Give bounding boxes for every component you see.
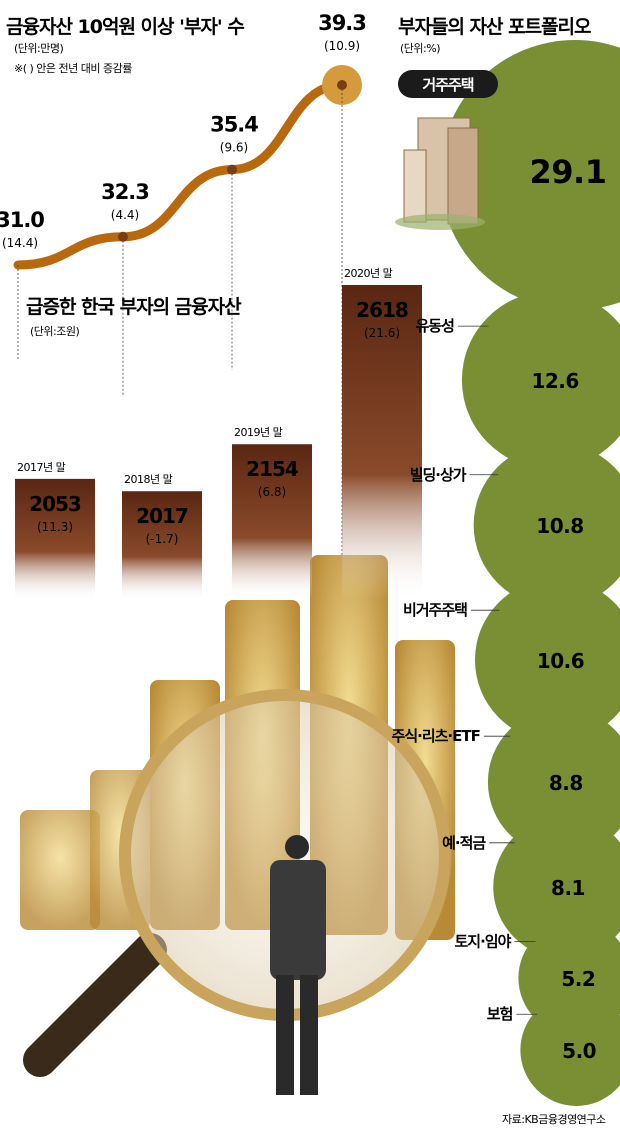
line-point <box>337 80 347 90</box>
portfolio-label: 보험 <box>487 1005 513 1023</box>
line-point <box>118 232 128 242</box>
bar-change-label: (6.8) <box>258 485 286 499</box>
bar-change-label: (-1.7) <box>146 532 179 546</box>
bar-change-label: (21.6) <box>364 326 400 340</box>
line-change-label: (14.4) <box>2 236 38 250</box>
bar-value-label: 2053 <box>29 492 81 516</box>
unit-label-portfolio: (단위:%) <box>400 42 440 55</box>
note-label: ※( ) 안은 전년 대비 증감률 <box>14 62 132 75</box>
line-change-label: (4.4) <box>111 208 139 222</box>
line-value-label: 32.3 <box>101 180 149 204</box>
portfolio-value-label: 29.1 <box>530 153 607 191</box>
portfolio-value-label: 10.6 <box>537 649 584 673</box>
bar-value-label: 2154 <box>246 457 298 481</box>
rich-count-line <box>18 85 342 265</box>
bar-year-label: 2019년 말 <box>234 426 283 439</box>
chart-title-financial-assets: 급증한 한국 부자의 금융자산 <box>26 296 242 318</box>
line-value-label: 35.4 <box>210 113 258 137</box>
portfolio-label: 비거주주택 <box>403 601 467 619</box>
portfolio-value-label: 8.8 <box>549 771 583 795</box>
portfolio-label: 예·적금 <box>442 834 486 852</box>
bar-value-label: 2017 <box>136 504 188 528</box>
unit-label-rich-count: (단위:만명) <box>14 42 63 55</box>
bar-year-label: 2017년 말 <box>17 461 66 474</box>
portfolio-label: 빌딩·상가 <box>410 466 467 484</box>
bar-change-label: (11.3) <box>37 520 73 534</box>
portfolio-value-label: 10.8 <box>536 514 583 538</box>
portfolio-value-label: 8.1 <box>551 876 585 900</box>
portfolio-label: 유동성 <box>415 317 454 335</box>
line-value-label: 31.0 <box>0 208 44 232</box>
bar-year-label: 2020년 말 <box>344 267 393 280</box>
unit-label-financial-assets: (단위:조원) <box>30 325 79 338</box>
businessman-illustration <box>270 835 326 1095</box>
bar-year-label: 2018년 말 <box>124 473 173 486</box>
portfolio-label: 토지·임야 <box>455 933 512 951</box>
line-change-label: (9.6) <box>220 141 248 155</box>
line-change-label: (10.9) <box>324 39 360 53</box>
portfolio-label: 주식·리츠·ETF <box>392 727 480 745</box>
portfolio-label: 거주주택 <box>422 76 473 94</box>
bar-value-label: 2618 <box>356 298 408 322</box>
chart-title-portfolio: 부자들의 자산 포트폴리오 <box>398 16 591 38</box>
line-point <box>227 165 237 175</box>
portfolio-value-label: 5.2 <box>561 967 595 991</box>
portfolio-value-label: 5.0 <box>562 1039 596 1063</box>
line-value-label: 39.3 <box>318 11 366 35</box>
chart-title-rich-count: 금융자산 10억원 이상 '부자' 수 <box>6 16 244 38</box>
portfolio-value-label: 12.6 <box>531 369 578 393</box>
source-label: 자료:KB금융경영연구소 <box>502 1113 606 1126</box>
apartment-building-icon <box>395 118 485 230</box>
